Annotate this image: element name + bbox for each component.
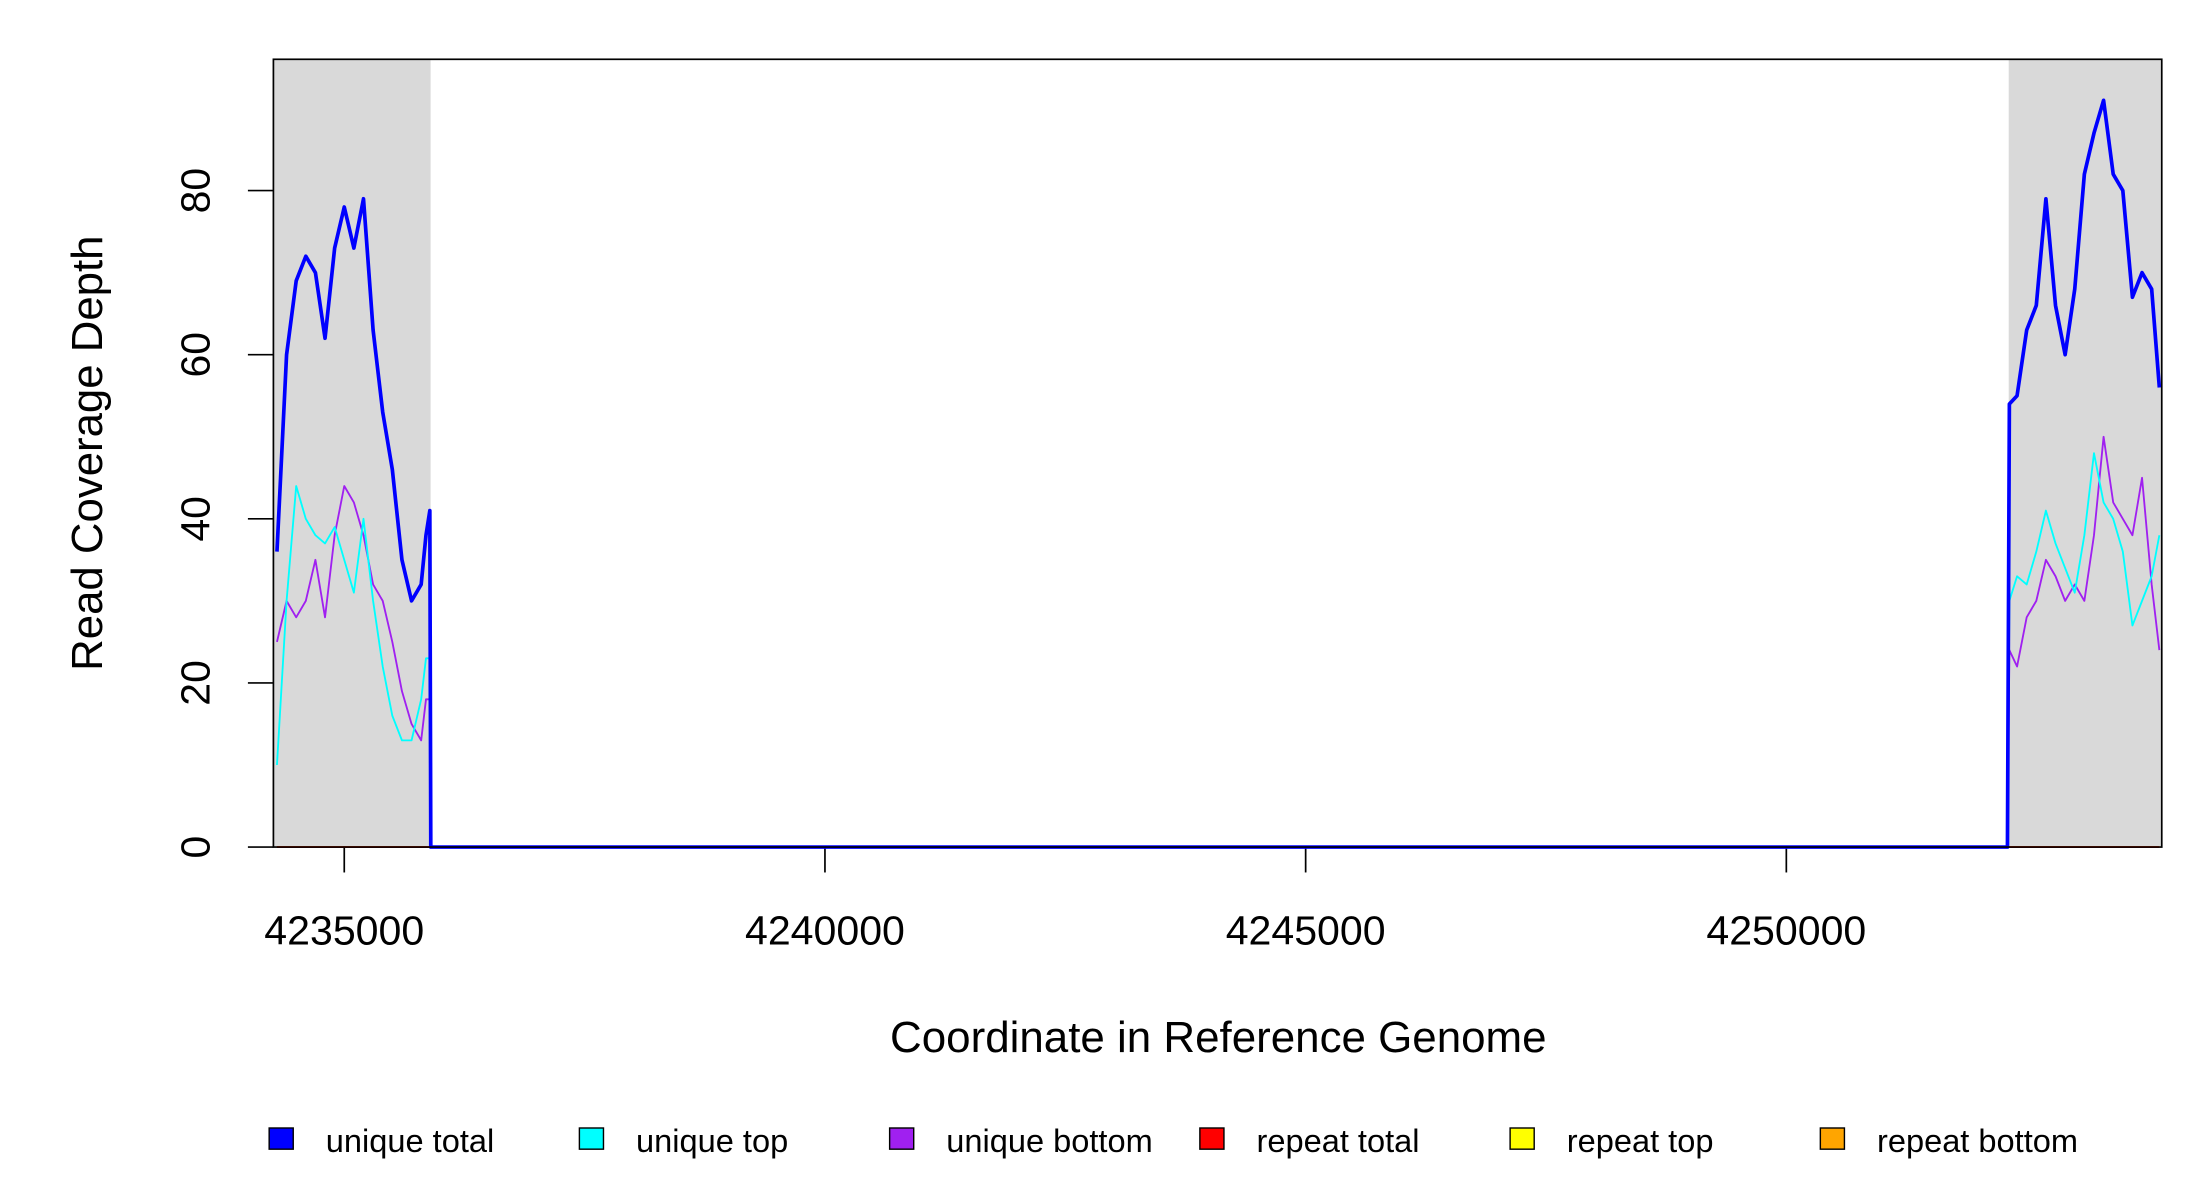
- legend-item: repeat top: [1509, 1123, 1714, 1159]
- y-tick-label: 40: [173, 496, 219, 542]
- shaded-region: [2008, 59, 2162, 848]
- legend-swatch: [1199, 1127, 1225, 1150]
- series-line: [276, 435, 2161, 848]
- legend-item: unique top: [578, 1123, 788, 1159]
- x-tick-label: 4235000: [264, 908, 424, 954]
- x-tick-label: 4250000: [1706, 908, 1866, 954]
- legend-item: unique bottom: [888, 1123, 1153, 1159]
- x-tick-label: 4240000: [745, 908, 905, 954]
- legend-swatch: [268, 1127, 294, 1150]
- legend-label: unique top: [636, 1123, 788, 1159]
- x-axis-label: Coordinate in Reference Genome: [890, 1013, 1546, 1062]
- series-line: [276, 452, 2161, 848]
- legend-swatch: [1509, 1127, 1535, 1150]
- legend-swatch: [888, 1127, 915, 1150]
- series-line: [275, 98, 2162, 849]
- legend-label: repeat total: [1257, 1123, 1420, 1159]
- legend-item: repeat total: [1199, 1123, 1420, 1159]
- legend-item: unique total: [268, 1123, 494, 1159]
- x-tick-label: 4245000: [1226, 908, 1386, 954]
- shaded-region: [273, 59, 431, 848]
- legend-label: unique bottom: [946, 1123, 1152, 1159]
- legend-label: unique total: [326, 1123, 494, 1159]
- legend-swatch: [1819, 1127, 1846, 1150]
- y-tick-label: 60: [173, 332, 219, 378]
- plot-frame: [272, 58, 2163, 848]
- legend-item: repeat bottom: [1819, 1123, 2078, 1159]
- y-tick-label: 20: [173, 660, 219, 706]
- y-tick-label: 0: [173, 836, 219, 859]
- y-tick-label: 80: [173, 168, 219, 214]
- y-axis-label: Read Coverage Depth: [63, 235, 112, 670]
- legend-label: repeat bottom: [1877, 1123, 2078, 1159]
- legend-swatch: [578, 1127, 605, 1150]
- legend-label: repeat top: [1567, 1123, 1714, 1159]
